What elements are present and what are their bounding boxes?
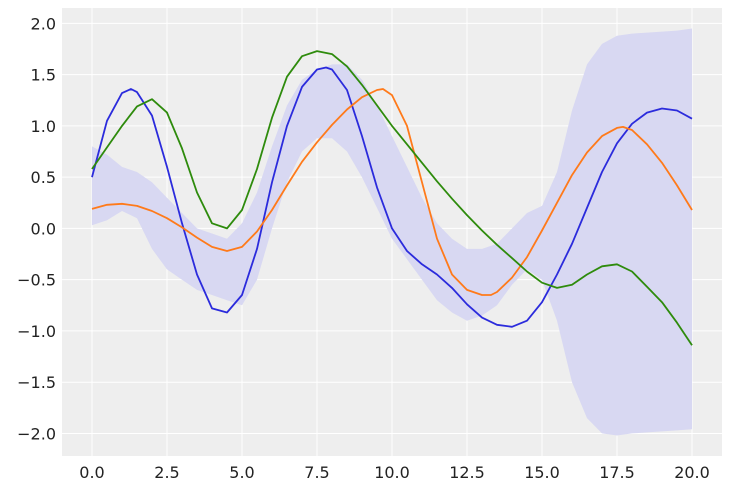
y-tick-label: 1.0	[31, 117, 56, 136]
x-tick-label: 2.5	[154, 463, 179, 482]
x-tick-label: 7.5	[304, 463, 329, 482]
x-tick-label: 15.0	[524, 463, 560, 482]
y-axis-ticks: 2.0 1.5 1.0 0.5 0.0 −0.5 −1.0 −1.5 −2.0	[17, 14, 56, 443]
series-line-1	[91, 66, 693, 328]
x-tick-label: 0.0	[79, 463, 104, 482]
x-tick-label: 10.0	[374, 463, 410, 482]
y-tick-label: 0.0	[31, 219, 56, 238]
x-tick-label: 20.0	[674, 463, 710, 482]
y-tick-label: −1.5	[17, 373, 56, 392]
x-axis-ticks: 0.0 2.5 5.0 7.5 10.0 12.5 15.0 17.5 20.0	[79, 463, 710, 482]
x-tick-label: 5.0	[229, 463, 254, 482]
x-tick-label: 17.5	[599, 463, 635, 482]
y-tick-label: 2.0	[31, 14, 56, 33]
series-line-3	[91, 50, 693, 346]
y-tick-label: 1.5	[31, 66, 56, 85]
x-tick-label: 12.5	[449, 463, 485, 482]
y-tick-label: −1.0	[17, 322, 56, 341]
series-line-2	[91, 88, 693, 296]
series-lines	[91, 50, 693, 346]
y-tick-label: −2.0	[17, 424, 56, 443]
y-tick-label: 0.5	[31, 168, 56, 187]
y-tick-label: −0.5	[17, 271, 56, 290]
credible-band-area	[92, 28, 692, 436]
credible-band	[92, 28, 692, 436]
